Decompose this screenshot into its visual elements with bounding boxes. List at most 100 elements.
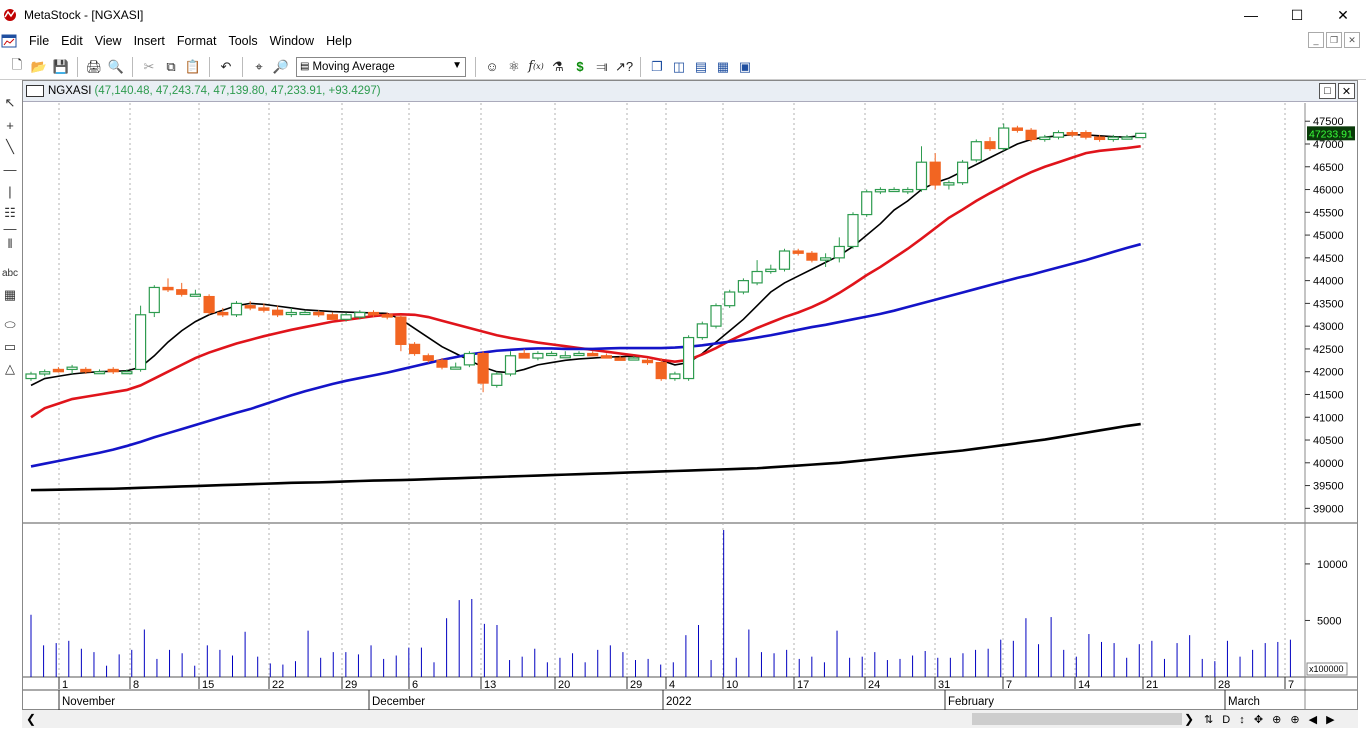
menu-view[interactable]: View [94, 34, 122, 48]
scroll-left-icon[interactable]: ❮ [26, 712, 37, 726]
expert-advisor-icon[interactable]: ☺ [485, 59, 499, 74]
candle-body [902, 188, 914, 193]
candle-body [792, 250, 804, 254]
candle-body [162, 286, 174, 291]
menu-window[interactable]: Window [269, 34, 315, 48]
help-pointer-icon[interactable]: ↗? [614, 58, 634, 74]
menu-bar: File Edit View Insert Format Tools Windo… [0, 30, 1366, 52]
child-close-button[interactable]: ✕ [1344, 32, 1360, 48]
menu-insert[interactable]: Insert [133, 34, 165, 48]
undo-icon[interactable]: ↶ [220, 58, 232, 74]
nav-D-label[interactable]: D [1222, 713, 1234, 726]
fan-lines-icon[interactable]: ☷ [4, 205, 16, 220]
price-tick-label: 44500 [1313, 253, 1344, 265]
chevron-down-icon: ▼ [452, 59, 462, 71]
candle-body [518, 352, 530, 359]
candle-body [299, 311, 311, 316]
drawing-toolbar: ↖ + ╲ — | ☷ — ‖ abc ▦ ⬭ ▭ △ [0, 92, 20, 702]
system-tester-icon[interactable]: ⚗ [552, 58, 564, 74]
candle-body [285, 311, 297, 316]
tile-vertical-icon[interactable]: ◫ [672, 58, 686, 74]
rectangle-icon[interactable]: ▭ [3, 339, 17, 354]
x-tick-label: 31 [938, 679, 950, 691]
price-tick-label: 45000 [1313, 230, 1344, 242]
copy-icon[interactable]: ⧉ [166, 58, 176, 74]
x-tick-label: 10 [726, 679, 738, 691]
candle-body [1052, 132, 1065, 138]
scroll-right-icon[interactable]: ❯ [1184, 712, 1195, 726]
menu-format[interactable]: Format [176, 34, 217, 48]
candle-body [340, 314, 352, 320]
open-folder-icon[interactable]: 📂 [30, 58, 48, 74]
menu-tools[interactable]: Tools [228, 34, 258, 48]
title-bar: MetaStock - [NGXASI] — ☐ ✕ [0, 0, 1366, 30]
explorer-icon[interactable]: ⚛ [508, 58, 520, 74]
x-tick-label: 21 [1146, 679, 1158, 691]
candle-body [806, 252, 818, 261]
candle-body [1080, 132, 1092, 138]
paste-icon[interactable]: 📋 [184, 58, 202, 74]
formula-icon[interactable]: f (x) [528, 59, 544, 74]
candle-body [134, 314, 147, 371]
vertical-line-icon[interactable]: | [8, 183, 12, 199]
zoom-icon[interactable]: 🔎 [272, 58, 290, 74]
scroll-thumb[interactable] [972, 713, 1182, 725]
horizontal-line-icon[interactable]: — [3, 161, 17, 177]
save-icon[interactable]: 💾 [52, 58, 70, 74]
maximize-button[interactable]: ☐ [1290, 6, 1304, 23]
pointer-icon[interactable]: ↖ [4, 95, 16, 110]
toolbar-separator [209, 56, 210, 77]
cut-icon[interactable]: ✂ [143, 58, 155, 74]
print-preview-icon[interactable]: 🔍 [107, 58, 125, 74]
candle-body [1121, 136, 1133, 140]
horizontal-scrollbar[interactable]: ❮ ❯ ⇅ D ↕ ✥ ⊕ ⊕ ◀ ▶ [22, 710, 1358, 728]
crosshair-icon[interactable]: ⌖ [255, 58, 263, 74]
nav-icon-group[interactable]: ⇅ D ↕ ✥ ⊕ ⊕ ◀ ▶ [1204, 713, 1338, 726]
window-title: MetaStock - [NGXASI] [24, 8, 144, 22]
binoculars-icon[interactable]: ⫥ [596, 58, 608, 74]
candle-body [778, 250, 791, 270]
menu-edit[interactable]: Edit [61, 34, 83, 48]
chart-close-button[interactable]: ✕ [1338, 83, 1355, 99]
crosshair-tool-icon[interactable]: + [6, 117, 14, 133]
candle-body [148, 286, 160, 314]
close-button[interactable]: ✕ [1337, 6, 1349, 23]
candle-body [888, 188, 900, 193]
x-tick-label: 20 [558, 679, 570, 691]
candle-body [1107, 136, 1119, 141]
minimize-button[interactable]: — [1244, 7, 1258, 23]
price-tick-label: 39000 [1313, 503, 1344, 515]
candle-body [751, 270, 763, 284]
indicator-select[interactable]: ▤ Moving Average ▼ [296, 56, 466, 77]
candle-body [258, 307, 270, 311]
menu-help[interactable]: Help [326, 34, 352, 48]
triangle-icon[interactable]: △ [5, 361, 15, 376]
volume-unit-label: x100000 [1309, 664, 1344, 674]
chart-symbol: NGXASI [48, 85, 92, 97]
tile-grid-icon[interactable]: ▦ [716, 58, 730, 74]
cascade-windows-icon[interactable]: ❐ [651, 58, 663, 74]
grid-tool-icon[interactable]: ▦ [3, 287, 17, 302]
document-chart-icon[interactable] [1, 33, 17, 49]
child-restore-button[interactable]: ❐ [1326, 32, 1342, 48]
candle-body [1011, 127, 1024, 131]
last-price-tag [1307, 126, 1355, 141]
chart-maximize-button[interactable]: □ [1319, 83, 1336, 99]
dollar-icon[interactable]: $ [576, 59, 584, 74]
child-minimize-button[interactable]: _ [1308, 32, 1324, 48]
trendline-icon[interactable]: ╲ [6, 139, 14, 154]
new-icon[interactable]: 🗋 [11, 56, 23, 72]
print-icon[interactable]: 🖨 [85, 58, 103, 74]
menu-file[interactable]: File [29, 34, 50, 48]
candle-body [587, 352, 599, 357]
ellipse-icon[interactable]: ⬭ [4, 317, 16, 332]
tile-horizontal-icon[interactable]: ▤ [694, 58, 708, 74]
divider: — [3, 220, 17, 236]
text-tool-icon[interactable]: abc [1, 267, 19, 279]
price-volume-chart[interactable]: 39000 39500 40000 40500 41000 41500 42000 42500… [23, 103, 1357, 710]
candle-body [641, 359, 654, 364]
arrange-icons-icon[interactable]: ▣ [738, 58, 752, 74]
cycle-lines-icon[interactable]: ‖ [7, 235, 13, 251]
x-tick-label: 13 [484, 679, 496, 691]
x-tick-label: 8 [133, 679, 139, 691]
